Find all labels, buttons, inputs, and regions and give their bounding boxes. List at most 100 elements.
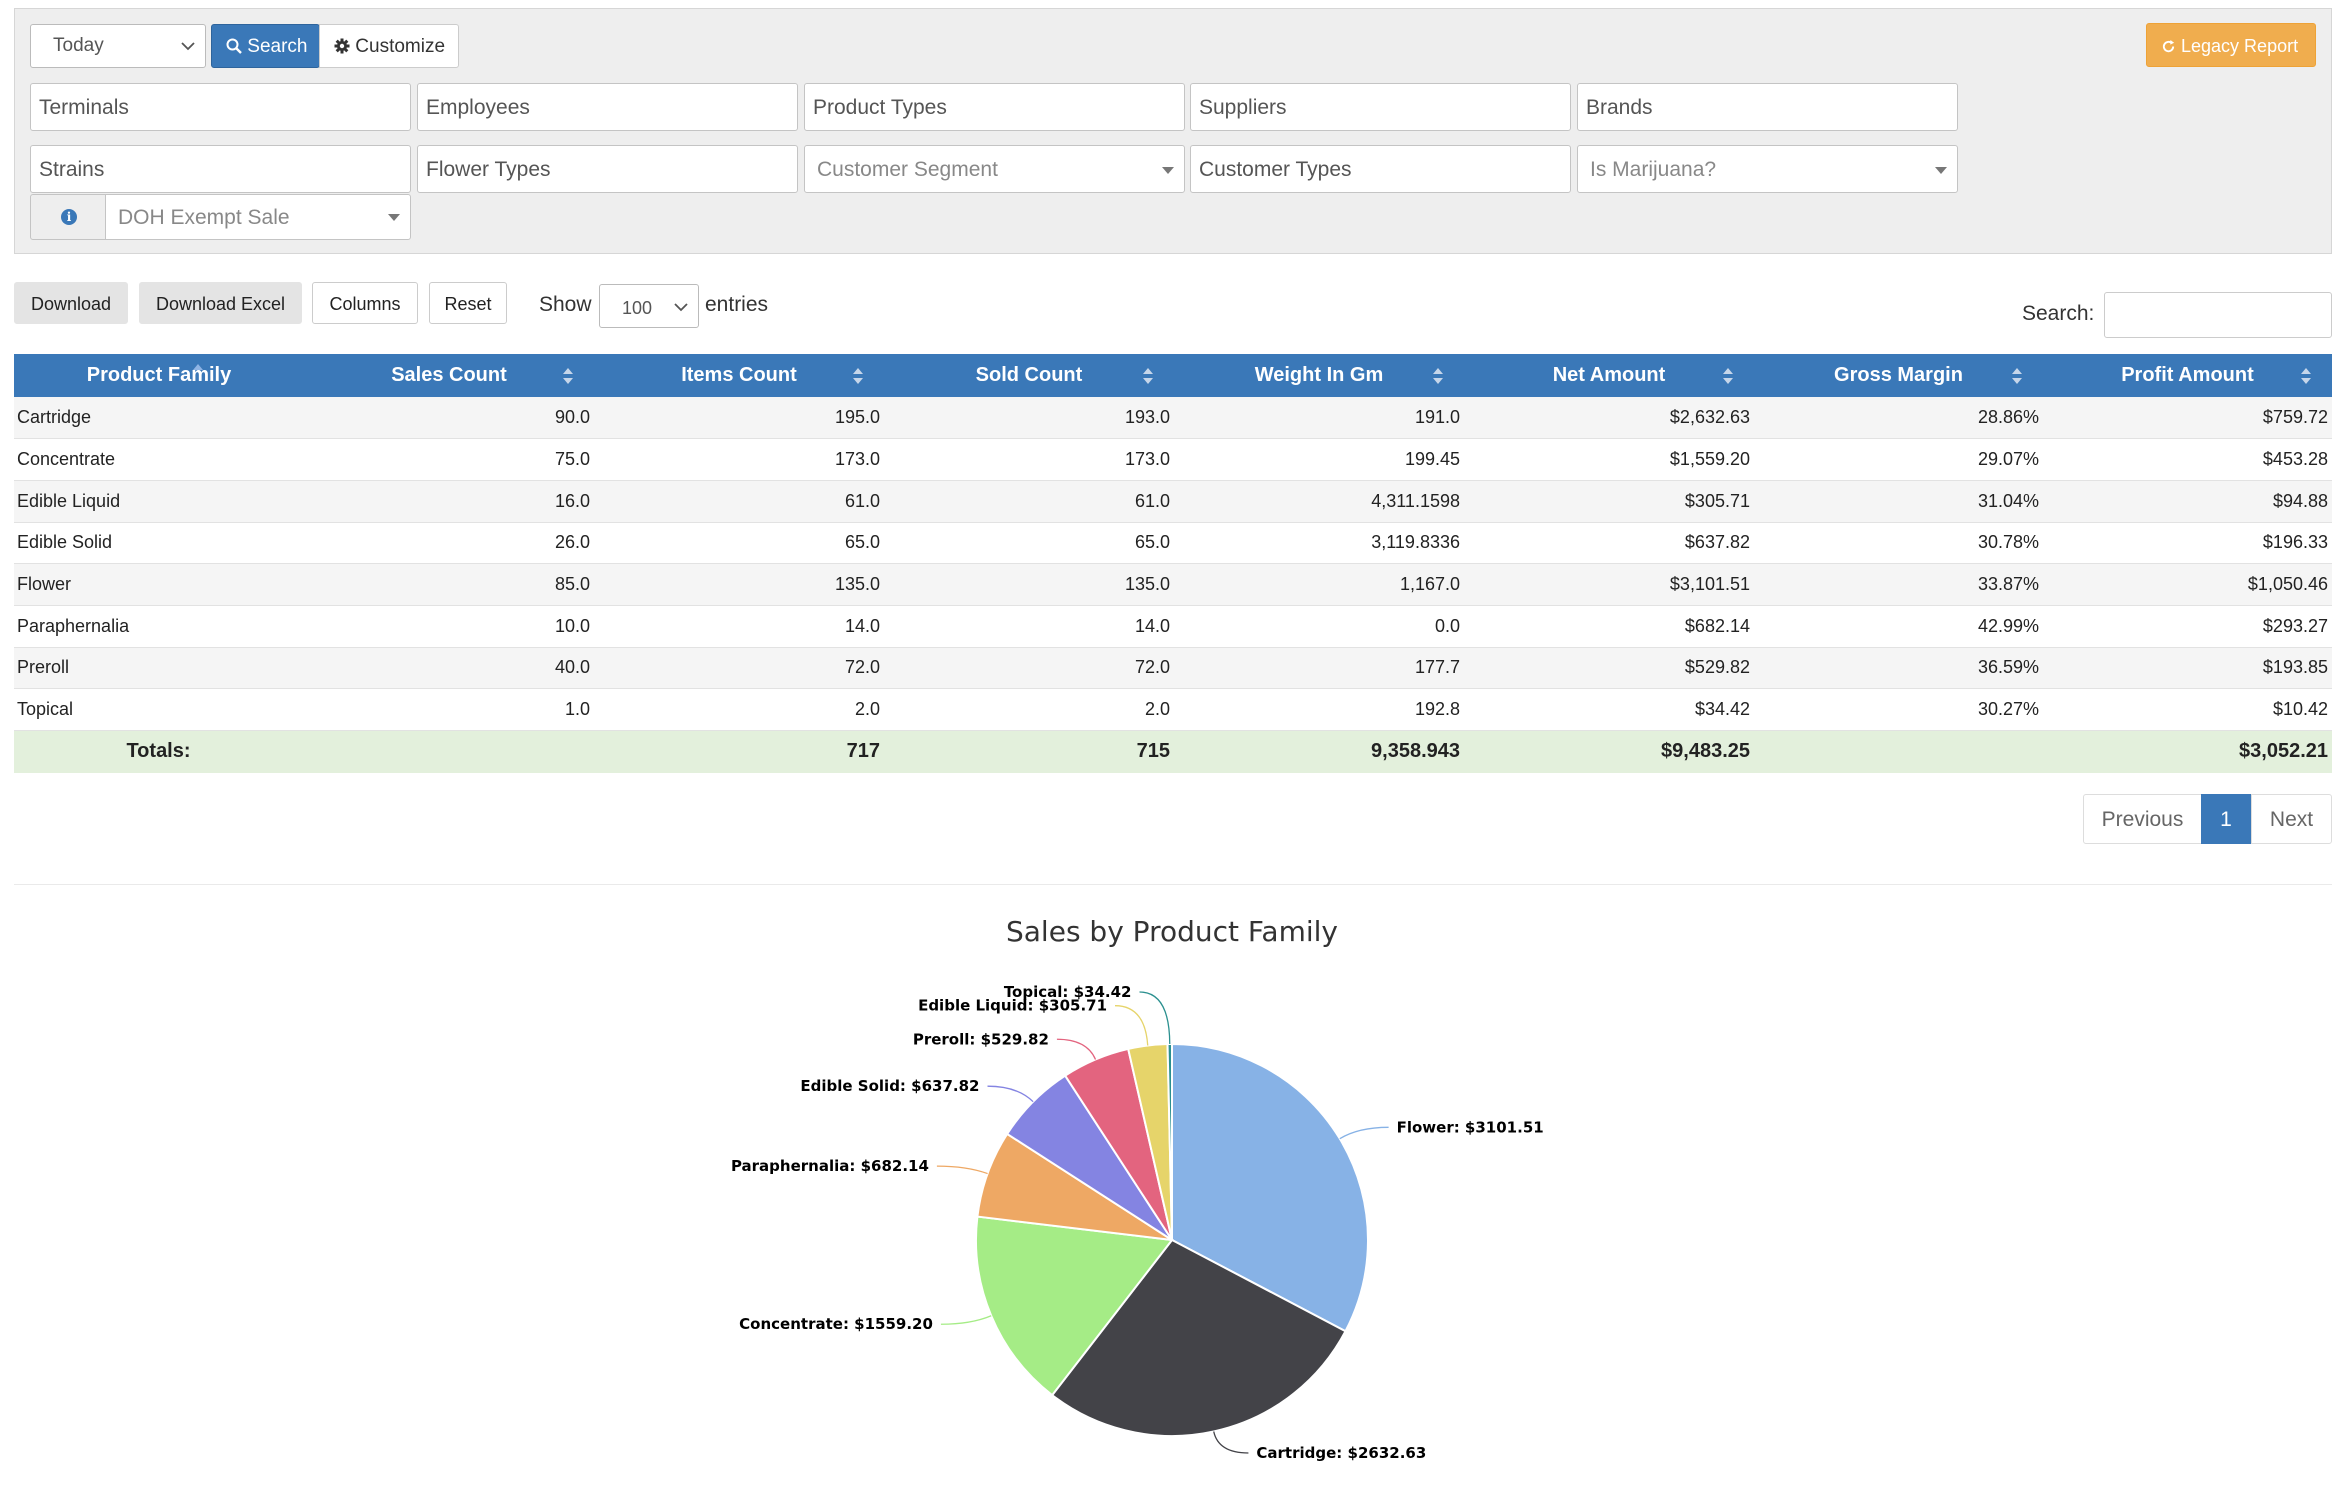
sort-icon xyxy=(2301,368,2311,384)
previous-page-button[interactable]: Previous xyxy=(2083,794,2202,844)
cell: 30.78% xyxy=(1754,522,2043,565)
col-header-label: Product Family xyxy=(86,364,232,386)
page-number: 1 xyxy=(2220,808,2232,831)
cell: $529.82 xyxy=(1464,647,1754,690)
download-excel-button[interactable]: Download Excel xyxy=(139,282,302,324)
filter-panel: Today Search Customize Legacy Report Ter… xyxy=(14,8,2332,254)
cell: $293.27 xyxy=(2043,605,2332,648)
col-header-profit-amount[interactable]: Profit Amount xyxy=(2043,354,2332,397)
pie-label-topical: Topical: $34.42 xyxy=(1004,983,1132,1001)
reset-button[interactable]: Reset xyxy=(429,282,507,324)
table-row: Edible Liquid 16.0 61.0 61.0 4,311.1598 $305.… xyxy=(14,480,2332,523)
table-search-input[interactable] xyxy=(2104,292,2332,338)
pie-connector xyxy=(940,1315,992,1325)
col-header-sales-count[interactable]: Sales Count xyxy=(304,354,594,397)
pie-connector xyxy=(987,1085,1034,1103)
pie-slice-flower[interactable] xyxy=(1171,1042,1369,1333)
info-icon: i xyxy=(61,209,77,225)
date-range-select[interactable]: Today xyxy=(30,24,206,68)
cell: 191.0 xyxy=(1174,397,1464,440)
cell: Edible Solid xyxy=(14,522,304,565)
cell: $94.88 xyxy=(2043,480,2332,523)
download-button[interactable]: Download xyxy=(14,282,128,324)
cell: 173.0 xyxy=(884,438,1174,481)
cell: $196.33 xyxy=(2043,522,2332,565)
columns-label: Columns xyxy=(329,294,401,314)
cell: 16.0 xyxy=(304,480,594,523)
cell: 85.0 xyxy=(304,563,594,606)
strains-field[interactable]: Strains xyxy=(30,145,411,193)
suppliers-field[interactable]: Suppliers xyxy=(1190,83,1571,131)
download-excel-label: Download Excel xyxy=(155,294,286,314)
page-1-button[interactable]: 1 xyxy=(2201,794,2251,844)
flower-types-field[interactable]: Flower Types xyxy=(417,145,798,193)
totals-row: Totals: 717 715 9,358.943 $9,483.25 $3,0… xyxy=(14,730,2332,773)
total-net-amount: $9,483.25 xyxy=(1464,730,1754,773)
legacy-report-button[interactable]: Legacy Report xyxy=(2146,23,2316,67)
cell: 42.99% xyxy=(1754,605,2043,648)
table-row: Topical 1.0 2.0 2.0 192.8 $34.42 30.27% $10.42 xyxy=(14,688,2332,731)
cell: 75.0 xyxy=(304,438,594,481)
col-header-items-count[interactable]: Items Count xyxy=(594,354,884,397)
search-button[interactable]: Search xyxy=(211,24,320,68)
col-header-label: Weight In Gm xyxy=(1254,364,1384,386)
totals-label: Totals: xyxy=(14,730,304,773)
cell: 10.0 xyxy=(304,605,594,648)
col-header-product-family[interactable]: Product Family xyxy=(14,354,304,397)
cell: 90.0 xyxy=(304,397,594,440)
table-row: Concentrate 75.0 173.0 173.0 199.45 $1,559.20… xyxy=(14,438,2332,481)
cell: 4,311.1598 xyxy=(1174,480,1464,523)
sales-pie-chart: Sales by Product Family Flower: $3101.51… xyxy=(731,915,1544,1462)
cell: Preroll xyxy=(14,647,304,690)
customize-button[interactable]: Customize xyxy=(319,24,459,68)
cell: 65.0 xyxy=(594,522,884,565)
cell: 195.0 xyxy=(594,397,884,440)
cell: 30.27% xyxy=(1754,688,2043,731)
sort-icon xyxy=(2012,368,2022,384)
col-header-label: Gross Margin xyxy=(1834,364,1963,386)
cell: 72.0 xyxy=(884,647,1174,690)
pie-connector xyxy=(1139,991,1171,1045)
cell: Topical xyxy=(14,688,304,731)
customer-segment-select[interactable]: Customer Segment xyxy=(804,145,1185,193)
caret-down-icon xyxy=(1162,167,1174,174)
cell: 31.04% xyxy=(1754,480,2043,523)
page-size-select[interactable]: 100 xyxy=(599,284,699,328)
caret-down-icon xyxy=(1935,167,1947,174)
brands-placeholder: Brands xyxy=(1586,96,1653,119)
pie-label-cartridge: Cartridge: $2632.63 xyxy=(1256,1444,1426,1462)
total-sold-count: 715 xyxy=(884,730,1174,773)
pie-connector xyxy=(1115,1005,1149,1046)
date-range-value: Today xyxy=(53,35,104,56)
cell: $2,632.63 xyxy=(1464,397,1754,440)
columns-button[interactable]: Columns xyxy=(312,282,418,324)
customer-types-field[interactable]: Customer Types xyxy=(1190,145,1571,193)
cell: 26.0 xyxy=(304,522,594,565)
cell: 72.0 xyxy=(594,647,884,690)
col-header-weight[interactable]: Weight In Gm xyxy=(1174,354,1464,397)
customer-segment-placeholder: Customer Segment xyxy=(817,158,998,181)
doh-exempt-select[interactable]: DOH Exempt Sale xyxy=(105,194,411,240)
col-header-net-amount[interactable]: Net Amount xyxy=(1464,354,1754,397)
cell: $3,101.51 xyxy=(1464,563,1754,606)
col-header-label: Sold Count xyxy=(975,364,1083,386)
pie-label-paraphernalia: Paraphernalia: $682.14 xyxy=(731,1157,929,1175)
pie-label-edible-liquid: Edible Liquid: $305.71 xyxy=(918,997,1107,1015)
product-types-field[interactable]: Product Types xyxy=(804,83,1185,131)
col-header-gross-margin[interactable]: Gross Margin xyxy=(1754,354,2043,397)
total-items-count: 717 xyxy=(594,730,884,773)
col-header-sold-count[interactable]: Sold Count xyxy=(884,354,1174,397)
pie-label-concentrate: Concentrate: $1559.20 xyxy=(739,1315,933,1333)
cell: $305.71 xyxy=(1464,480,1754,523)
is-marijuana-select[interactable]: Is Marijuana? xyxy=(1577,145,1958,193)
cell: 173.0 xyxy=(594,438,884,481)
sort-icon xyxy=(563,368,573,384)
pie-slice-topical[interactable] xyxy=(1166,1042,1173,1241)
brands-field[interactable]: Brands xyxy=(1577,83,1958,131)
cell: 61.0 xyxy=(884,480,1174,523)
terminals-field[interactable]: Terminals xyxy=(30,83,411,131)
cell: 135.0 xyxy=(594,563,884,606)
employees-field[interactable]: Employees xyxy=(417,83,798,131)
cell: $1,050.46 xyxy=(2043,563,2332,606)
next-page-button[interactable]: Next xyxy=(2251,794,2332,844)
